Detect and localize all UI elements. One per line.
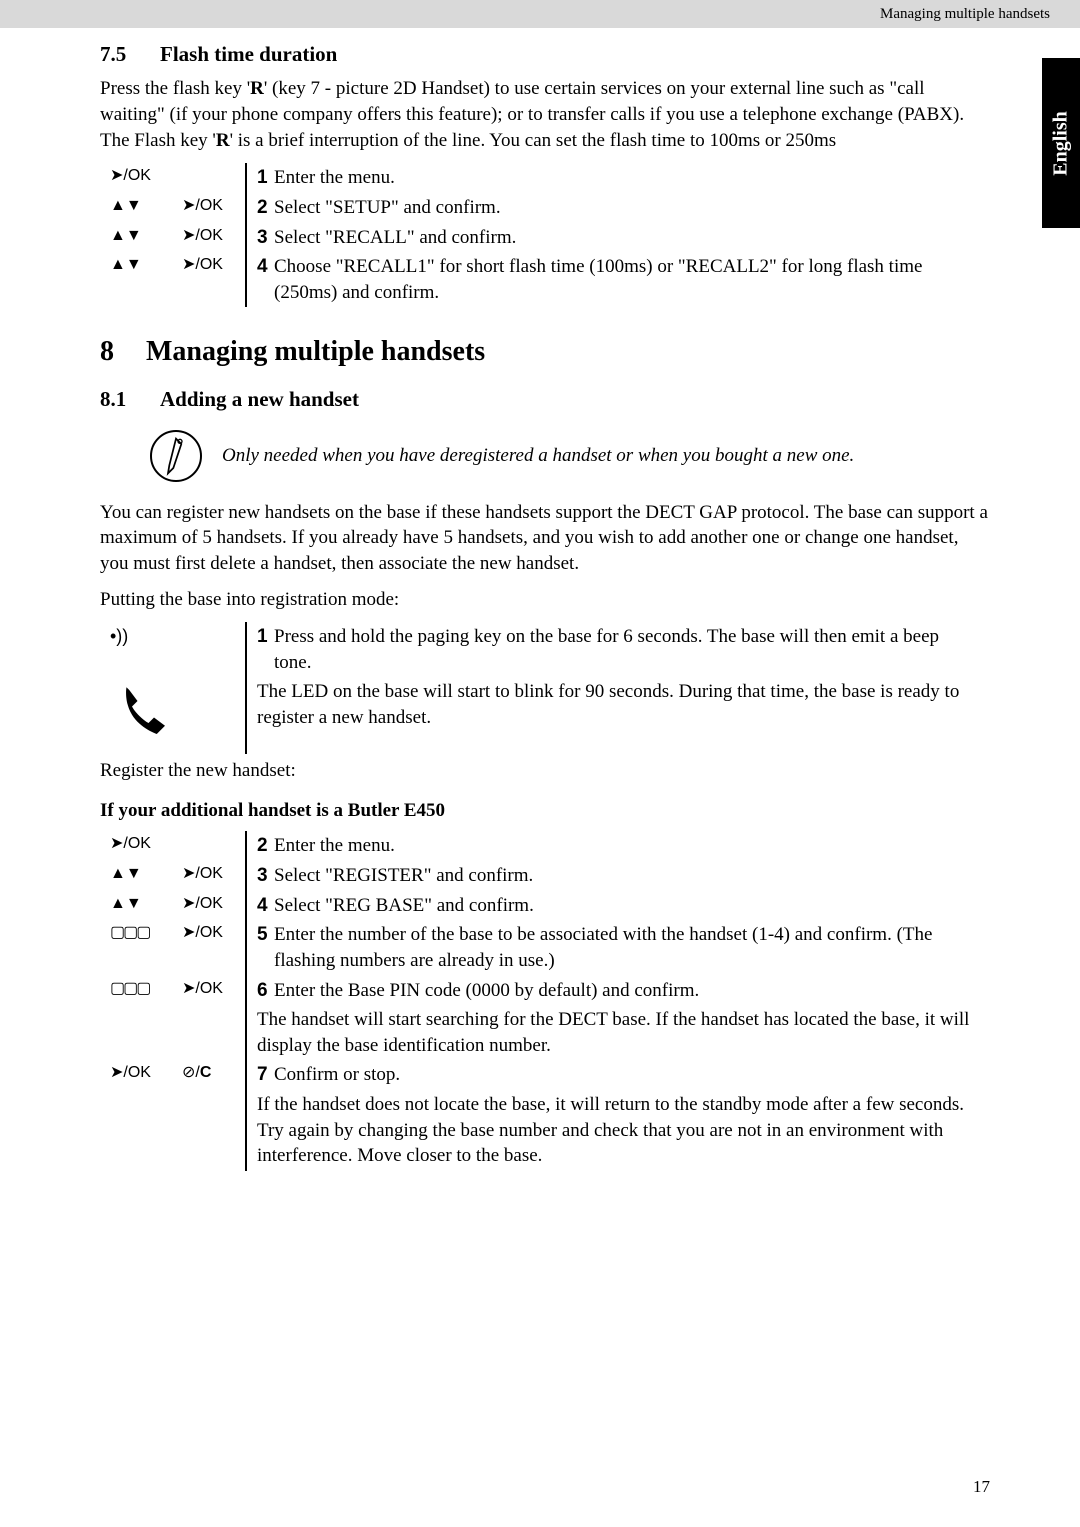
chapter-8-title: 8Managing multiple handsets [100,333,990,371]
section-7-5-intro: Press the flash key 'R' (key 7 - picture… [100,76,990,153]
chapter-8-heading: Managing multiple handsets [146,336,485,367]
key-icon: ➤/OK [182,223,246,253]
section-7-5-title: 7.5Flash time duration [100,40,990,68]
key-icon: ▲▼ [110,223,182,253]
key-icon: ➤/OK [110,831,182,861]
step-text: Select "SETUP" and confirm. [274,193,1000,223]
step-text: The LED on the base will start to blink … [246,677,1000,754]
key-icon: ➤/OK [182,193,246,223]
reg-mode-steps: •)) 1 Press and hold the paging key on t… [110,622,1000,754]
step-text: Choose "RECALL1" for short flash time (1… [274,252,1000,307]
section-8-1-title: 8.1Adding a new handset [100,385,990,413]
step-number: 2 [246,831,274,861]
step-row: ➤/OK ⊘/C 7 Confirm or stop. [110,1060,1000,1090]
step-text: Confirm or stop. [274,1060,1000,1090]
phone-icon [110,677,182,754]
step-text: If the handset does not locate the base,… [246,1090,1000,1171]
section-7-5-number: 7.5 [100,40,160,68]
key-icon: ▲▼ [110,891,182,921]
key-icon: ➤/OK [182,861,246,891]
step-row: ▲▼ ➤/OK 4 Choose "RECALL1" for short fla… [110,252,1000,307]
reg-mode-label: Putting the base into registration mode: [100,587,990,613]
steps-7-5: ➤/OK 1 Enter the menu. ▲▼ ➤/OK 2 Select … [110,163,1000,307]
step-number: 2 [246,193,274,223]
key-icon [182,163,246,193]
key-icon: ▲▼ [110,252,182,307]
step-row: The LED on the base will start to blink … [110,677,1000,754]
step-number: 6 [246,976,274,1006]
step-text: Select "REGISTER" and confirm. [274,861,1000,891]
header-bar: Managing multiple handsets [0,0,1080,28]
chapter-8-number: 8 [100,333,146,371]
key-icon: ➤/OK [182,252,246,307]
step-text: Select "REG BASE" and confirm. [274,891,1000,921]
key-icon [182,831,246,861]
step-number: 1 [246,622,274,677]
step-text: Enter the menu. [274,163,1000,193]
step-number: 7 [246,1060,274,1090]
language-tab: English [1042,58,1080,228]
step-number: 4 [246,891,274,921]
language-label: English [1048,111,1075,175]
step-text: Enter the number of the base to be assoc… [274,920,1000,975]
step-row: •)) 1 Press and hold the paging key on t… [110,622,1000,677]
key-icon: ➤/OK [110,163,182,193]
step-row: ➤/OK 1 Enter the menu. [110,163,1000,193]
step-text: Enter the menu. [274,831,1000,861]
register-label: Register the new handset: [100,758,990,784]
step-number: 1 [246,163,274,193]
keypad-icon: ▢▢▢ [110,976,182,1006]
step-number: 3 [246,861,274,891]
keypad-icon: ▢▢▢ [110,920,182,975]
step-row: ➤/OK 2 Enter the menu. [110,831,1000,861]
pencil-icon [150,430,202,482]
key-icon: ➤/OK [182,891,246,921]
step-number: 5 [246,920,274,975]
step-number: 3 [246,223,274,253]
step-text: Enter the Base PIN code (0000 by default… [274,976,1000,1006]
step-number: 4 [246,252,274,307]
section-8-1-para: You can register new handsets on the bas… [100,500,990,577]
key-icon: ➤/OK [182,920,246,975]
key-icon: ➤/OK [182,976,246,1006]
section-8-1-number: 8.1 [100,385,160,413]
section-7-5-heading: Flash time duration [160,42,337,66]
step-row: ▲▼ ➤/OK 3 Select "RECALL" and confirm. [110,223,1000,253]
key-icon: ▲▼ [110,193,182,223]
butler-label: If your additional handset is a Butler E… [100,798,990,824]
cancel-icon: ⊘/C [182,1060,246,1090]
page-number: 17 [973,1476,990,1499]
step-row: ▲▼ ➤/OK 3 Select "REGISTER" and confirm. [110,861,1000,891]
info-note: Only needed when you have deregistered a… [150,430,990,482]
section-8-1-heading: Adding a new handset [160,387,359,411]
step-text: Press and hold the paging key on the bas… [274,622,1000,677]
step-row: ▢▢▢ ➤/OK 6 Enter the Base PIN code (0000… [110,976,1000,1006]
step-row: If the handset does not locate the base,… [110,1090,1000,1171]
butler-steps: ➤/OK 2 Enter the menu. ▲▼ ➤/OK 3 Select … [110,831,1000,1171]
key-icon: ▲▼ [110,861,182,891]
step-row: ▢▢▢ ➤/OK 5 Enter the number of the base … [110,920,1000,975]
paging-icon: •)) [110,622,182,677]
step-text: Select "RECALL" and confirm. [274,223,1000,253]
key-icon: ➤/OK [110,1060,182,1090]
step-row: ▲▼ ➤/OK 2 Select "SETUP" and confirm. [110,193,1000,223]
step-row: ▲▼ ➤/OK 4 Select "REG BASE" and confirm. [110,891,1000,921]
step-row: The handset will start searching for the… [110,1005,1000,1060]
note-text: Only needed when you have deregistered a… [222,443,854,469]
breadcrumb: Managing multiple handsets [880,4,1050,24]
step-text: The handset will start searching for the… [246,1005,1000,1060]
